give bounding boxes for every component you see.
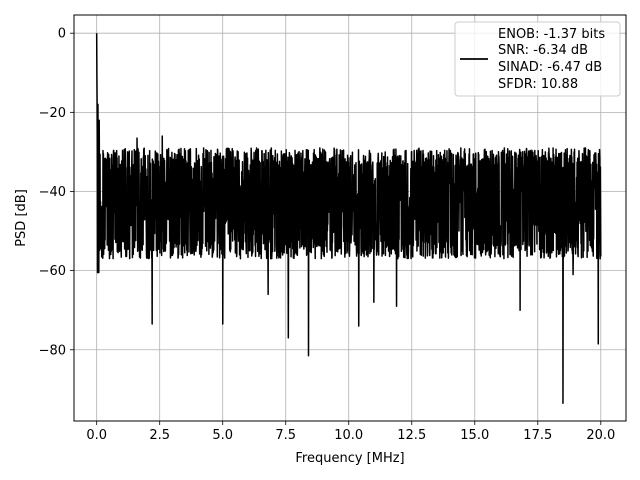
legend: ENOB: -1.37 bits SNR: -6.34 dB SINAD: -6… [454, 21, 621, 97]
psd-line [95, 33, 602, 404]
x-axis-label: Frequency [MHz] [295, 451, 404, 466]
y-tick-label: −40 [39, 185, 66, 200]
x-axis-ticks: 0.0 2.5 5.0 7.5 10.0 12.5 15.0 17.5 20.0 [86, 421, 615, 443]
x-tick-label: 17.5 [523, 428, 552, 443]
x-tick-label: 15.0 [460, 428, 489, 443]
x-tick-label: 5.0 [212, 428, 233, 443]
x-tick-label: 10.0 [334, 428, 363, 443]
x-tick-label: 7.5 [275, 428, 296, 443]
y-tick-label: −80 [39, 343, 66, 358]
y-tick-label: −20 [39, 106, 66, 121]
x-tick-label: 12.5 [397, 428, 426, 443]
x-tick-label: 0.0 [86, 428, 107, 443]
psd-trace [95, 33, 602, 404]
y-tick-label: −60 [39, 264, 66, 279]
legend-box [454, 21, 621, 97]
y-tick-label: 0 [58, 27, 66, 42]
x-tick-label: 20.0 [586, 428, 615, 443]
legend-sfdr: SFDR: 10.88 [498, 77, 578, 92]
x-tick-label: 2.5 [149, 428, 170, 443]
y-axis-label: PSD [dB] [14, 189, 29, 247]
legend-enob: ENOB: -1.37 bits [498, 27, 605, 42]
plot-frame [73, 14, 627, 422]
legend-sinad: SINAD: -6.47 dB [498, 60, 602, 75]
y-axis-ticks: 0 −20 −40 −60 −80 [39, 27, 74, 358]
legend-snr: SNR: -6.34 dB [498, 43, 588, 58]
